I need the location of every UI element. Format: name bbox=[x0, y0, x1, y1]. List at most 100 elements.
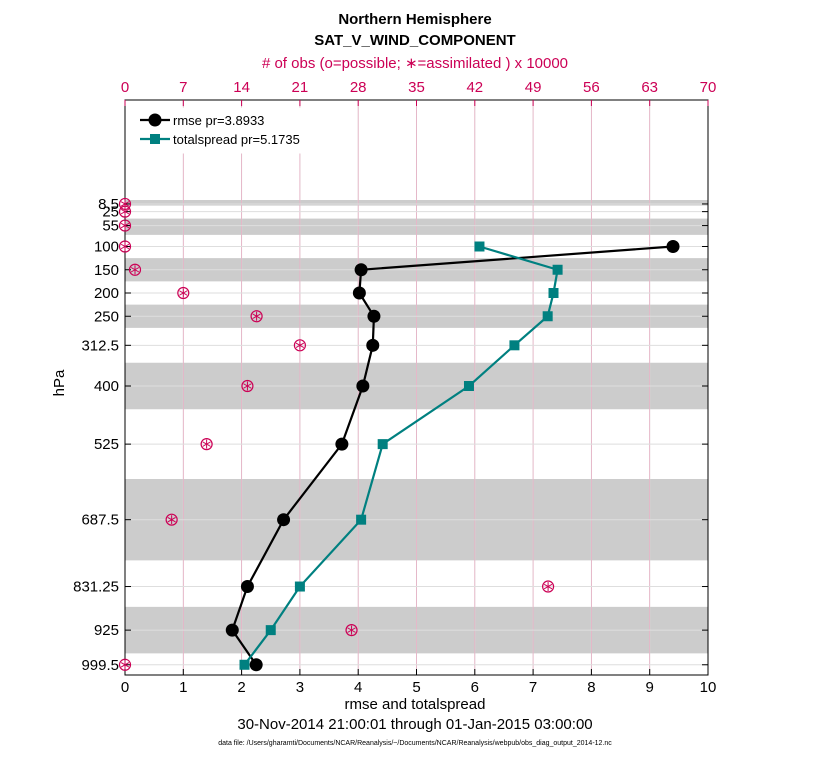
top-tick-label-42: 42 bbox=[466, 79, 483, 96]
top-tick-label-35: 35 bbox=[408, 79, 425, 96]
legend-marker-0 bbox=[148, 113, 162, 127]
series-0-point-6 bbox=[335, 437, 349, 451]
series-1-point-7 bbox=[356, 514, 367, 525]
obs-possible-circle bbox=[165, 513, 178, 526]
grid-lines bbox=[125, 100, 708, 675]
series-0-point-5 bbox=[356, 379, 370, 393]
obs-assimilated-star bbox=[167, 517, 176, 523]
x-tick-label-3: 3 bbox=[296, 679, 304, 696]
obs-possible-circle bbox=[177, 286, 190, 300]
top-tick-label-28: 28 bbox=[350, 79, 367, 96]
obs-assimilated-star bbox=[347, 627, 356, 633]
obs-possible-circle bbox=[241, 379, 254, 393]
series-0-point-7 bbox=[277, 513, 291, 527]
series-0-point-2 bbox=[352, 286, 366, 300]
obs-possible-circle bbox=[118, 658, 132, 671]
x-tick-label-7: 7 bbox=[529, 679, 537, 696]
top-tick-label-56: 56 bbox=[583, 79, 600, 96]
series-0-point-1 bbox=[354, 263, 368, 277]
obs-assimilated-star bbox=[120, 201, 130, 207]
obs-possible-circle bbox=[118, 219, 132, 232]
top-axis-ticks: 0 7 14 21 28 35 42 49 56 63 70 bbox=[121, 79, 716, 106]
x-tick-label-4: 4 bbox=[354, 679, 362, 696]
obs-assimilated-star bbox=[120, 222, 130, 229]
x-tick-label-2: 2 bbox=[237, 679, 245, 696]
x-tick-label-9: 9 bbox=[646, 679, 654, 696]
obs-marker-13 bbox=[118, 658, 132, 671]
top-tick-label-21: 21 bbox=[292, 79, 309, 96]
obs-possible-circle bbox=[200, 438, 213, 451]
top-tick-label-14: 14 bbox=[233, 79, 250, 96]
obs-possible-circle bbox=[250, 310, 263, 323]
obs-marker-3 bbox=[118, 240, 132, 253]
series-1-point-3 bbox=[542, 311, 553, 322]
series-0-point-0 bbox=[666, 240, 680, 253]
date-range: 30-Nov-2014 21:00:01 through 01-Jan-2015… bbox=[237, 716, 592, 733]
level-tick-label-1: 25 bbox=[102, 204, 119, 221]
obs-marker-10 bbox=[165, 513, 178, 526]
obs-marker-11 bbox=[541, 580, 555, 593]
x-tick-label-1: 1 bbox=[179, 679, 187, 696]
footnote: data file: /Users/gharamti/Documents/NCA… bbox=[218, 740, 612, 747]
obs-marker-8 bbox=[241, 379, 254, 393]
obs-assimilated-star bbox=[120, 662, 130, 668]
obs-marker-1 bbox=[118, 205, 132, 218]
level-tick-label-5: 200 bbox=[94, 285, 119, 302]
series-1-point-6 bbox=[377, 439, 388, 450]
series-1-point-9 bbox=[265, 625, 276, 636]
obs-possible-circle bbox=[118, 205, 132, 218]
legend: rmse pr=3.8933 totalspread pr=5.1735 bbox=[133, 107, 317, 154]
obs-assimilated-star bbox=[179, 290, 188, 296]
level-tick-label-0: 8.5 bbox=[98, 196, 119, 213]
obs-marker-7 bbox=[293, 339, 306, 352]
obs-marker-6 bbox=[250, 310, 263, 323]
x-tick-label-0: 0 bbox=[121, 679, 129, 696]
top-tick-label-0: 0 bbox=[121, 79, 129, 96]
level-tick-label-12: 925 bbox=[94, 622, 119, 639]
obs-assimilated-star bbox=[243, 383, 252, 389]
legend-box bbox=[133, 107, 317, 154]
series-1-point-2 bbox=[548, 288, 559, 298]
legend-marker-1 bbox=[150, 134, 160, 144]
series-1-point-4 bbox=[509, 340, 520, 351]
obs-possible-circle bbox=[128, 263, 142, 276]
level-tick-label-8: 400 bbox=[94, 378, 119, 395]
series-1-point-1 bbox=[552, 264, 563, 275]
series-1-point-8 bbox=[294, 581, 305, 592]
obs-marker-5 bbox=[177, 286, 190, 300]
legend-label-0: rmse pr=3.8933 bbox=[173, 113, 264, 128]
level-tick-label-13: 999.5 bbox=[81, 657, 119, 674]
legend-label-1: totalspread pr=5.1735 bbox=[173, 132, 300, 147]
level-tick-label-9: 525 bbox=[94, 436, 119, 453]
x-tick-label-5: 5 bbox=[412, 679, 420, 696]
level-tick-label-6: 250 bbox=[94, 308, 119, 325]
obs-possible-circle bbox=[293, 339, 306, 352]
obs-possible-circle bbox=[345, 624, 358, 637]
series-0-point-9 bbox=[225, 623, 239, 637]
obs-assimilated-star bbox=[120, 208, 130, 215]
obs-markers bbox=[118, 197, 555, 671]
obs-possible-circle bbox=[541, 580, 555, 593]
x-tick-label-6: 6 bbox=[471, 679, 479, 696]
level-tick-label-11: 831.25 bbox=[73, 579, 119, 596]
series-1-point-5 bbox=[463, 381, 474, 391]
level-tick-label-4: 150 bbox=[94, 262, 119, 279]
x-axis-label: rmse and totalspread bbox=[345, 696, 486, 713]
obs-assimilated-star bbox=[252, 313, 261, 319]
y-axis-label: hPa bbox=[51, 369, 68, 396]
x-tick-label-8: 8 bbox=[587, 679, 595, 696]
top-tick-label-7: 7 bbox=[179, 79, 187, 96]
obs-marker-0 bbox=[118, 197, 132, 211]
obs-marker-12 bbox=[345, 624, 358, 637]
top-axis-label: # of obs (o=possible; ∗=assimilated ) x … bbox=[262, 55, 568, 72]
obs-assimilated-star bbox=[543, 583, 553, 590]
level-tick-label-2: 55 bbox=[102, 218, 119, 235]
series-0-point-10 bbox=[249, 658, 263, 672]
chart-subtitle: SAT_V_WIND_COMPONENT bbox=[314, 32, 515, 49]
obs-marker-4 bbox=[128, 263, 142, 276]
top-tick-label-63: 63 bbox=[641, 79, 658, 96]
series-1-point-10 bbox=[239, 659, 250, 670]
data-series bbox=[225, 240, 680, 672]
